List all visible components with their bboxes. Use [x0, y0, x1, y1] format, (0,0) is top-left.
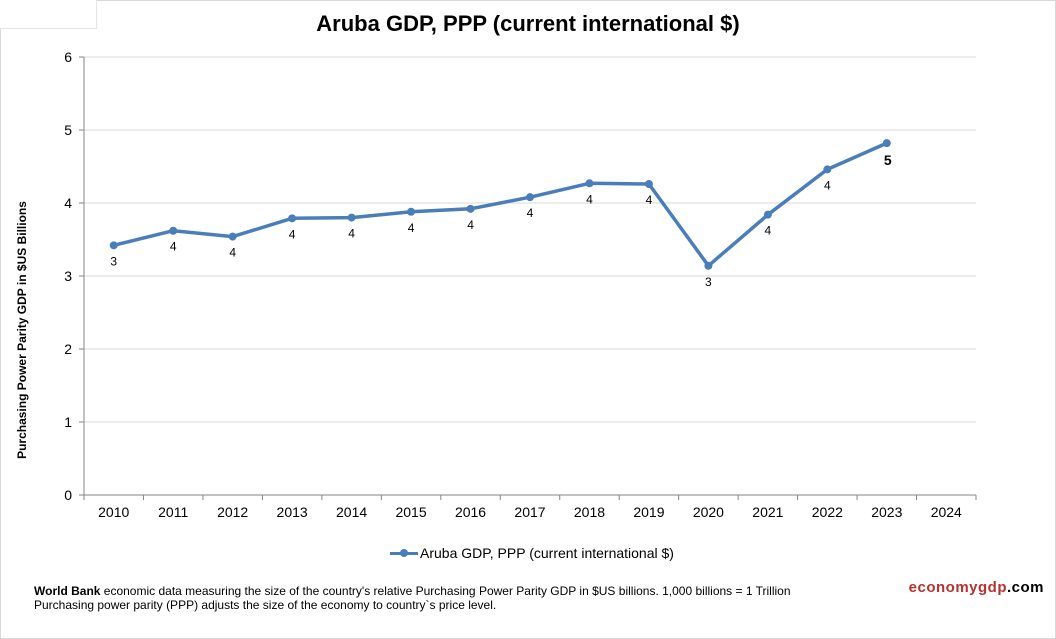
gridlines: [84, 56, 976, 423]
data-point: [288, 214, 297, 223]
x-tick-label: 2019: [633, 504, 664, 520]
data-label: 5: [884, 152, 892, 168]
x-tick-label: 2017: [514, 504, 545, 520]
data-point: [823, 165, 832, 174]
data-label: 3: [110, 254, 117, 268]
data-point: [347, 213, 356, 222]
legend-swatch: [390, 547, 418, 559]
data-point: [763, 210, 772, 219]
x-tick-label: 2012: [217, 504, 248, 520]
data-point: [704, 261, 713, 270]
data-label: 4: [467, 218, 474, 232]
x-tick-label: 2015: [395, 504, 426, 520]
chart-title: Aruba GDP, PPP (current international $): [316, 11, 740, 36]
footer-source: World Bank: [34, 584, 101, 598]
data-point: [169, 226, 178, 235]
axes: [79, 56, 977, 500]
x-tick-label: 2013: [277, 504, 308, 520]
x-tick-label: 2016: [455, 504, 486, 520]
data-point: [526, 193, 534, 202]
data-point: [466, 204, 475, 213]
data-label: 4: [586, 192, 593, 206]
data-point: [882, 139, 891, 148]
y-tick-label: 3: [64, 268, 72, 284]
data-label: 4: [824, 178, 831, 192]
legend: Aruba GDP, PPP (current international $): [390, 545, 674, 561]
brand-domain: .com: [1006, 579, 1044, 596]
footer-line1: economic data measuring the size of the …: [100, 584, 791, 598]
data-point: [228, 232, 237, 241]
data-point: [407, 207, 416, 216]
legend-label: Aruba GDP, PPP (current international $): [420, 545, 674, 561]
y-tick-labels: 0 1 2 3 4 5 6: [64, 49, 72, 503]
y-tick-label: 0: [64, 487, 72, 503]
y-tick-label: 4: [64, 195, 72, 211]
x-tick-label: 2020: [693, 504, 724, 520]
x-tick-label: 2023: [871, 504, 902, 520]
y-tick-label: 6: [64, 49, 72, 65]
x-tick-label: 2011: [158, 504, 188, 520]
data-label: 4: [348, 227, 355, 241]
x-tick-label: 2010: [98, 504, 129, 520]
data-label: 4: [408, 221, 415, 235]
brand-name: economygdp: [908, 579, 1007, 596]
data-point: [585, 179, 594, 188]
x-tick-label: 2014: [336, 504, 367, 520]
data-label: 4: [289, 227, 296, 241]
x-tick-label: 2022: [812, 504, 843, 520]
y-tick-label: 1: [64, 414, 72, 430]
x-tick-label: 2018: [574, 504, 605, 520]
data-point: [644, 180, 653, 189]
x-tick-label: 2024: [931, 504, 962, 520]
data-label: 4: [229, 246, 236, 260]
data-labels: 3 4 4 4 4 4 4 4 4 4 3 4 4 5: [110, 152, 892, 289]
series-layer: [109, 139, 891, 270]
corner-box: [0, 0, 97, 29]
series-line: [113, 141, 888, 268]
footer-note: World Bank economic data measuring the s…: [34, 584, 894, 612]
data-label: 4: [527, 206, 534, 220]
data-label: 3: [705, 275, 712, 289]
data-point: [109, 241, 118, 250]
data-label: 4: [765, 224, 772, 238]
data-label: 4: [646, 193, 653, 207]
footer-line2: Purchasing power parity (PPP) adjusts th…: [34, 598, 497, 612]
brand-logo[interactable]: economygdp.com: [909, 579, 1044, 596]
x-tick-labels: 2010 2011 2012 2013 2014 2015 2016 2017 2018 2019…: [98, 504, 962, 520]
y-tick-label: 5: [64, 122, 72, 138]
x-tick-label: 2021: [752, 504, 783, 520]
y-tick-label: 2: [64, 341, 72, 357]
data-label: 4: [170, 240, 177, 254]
